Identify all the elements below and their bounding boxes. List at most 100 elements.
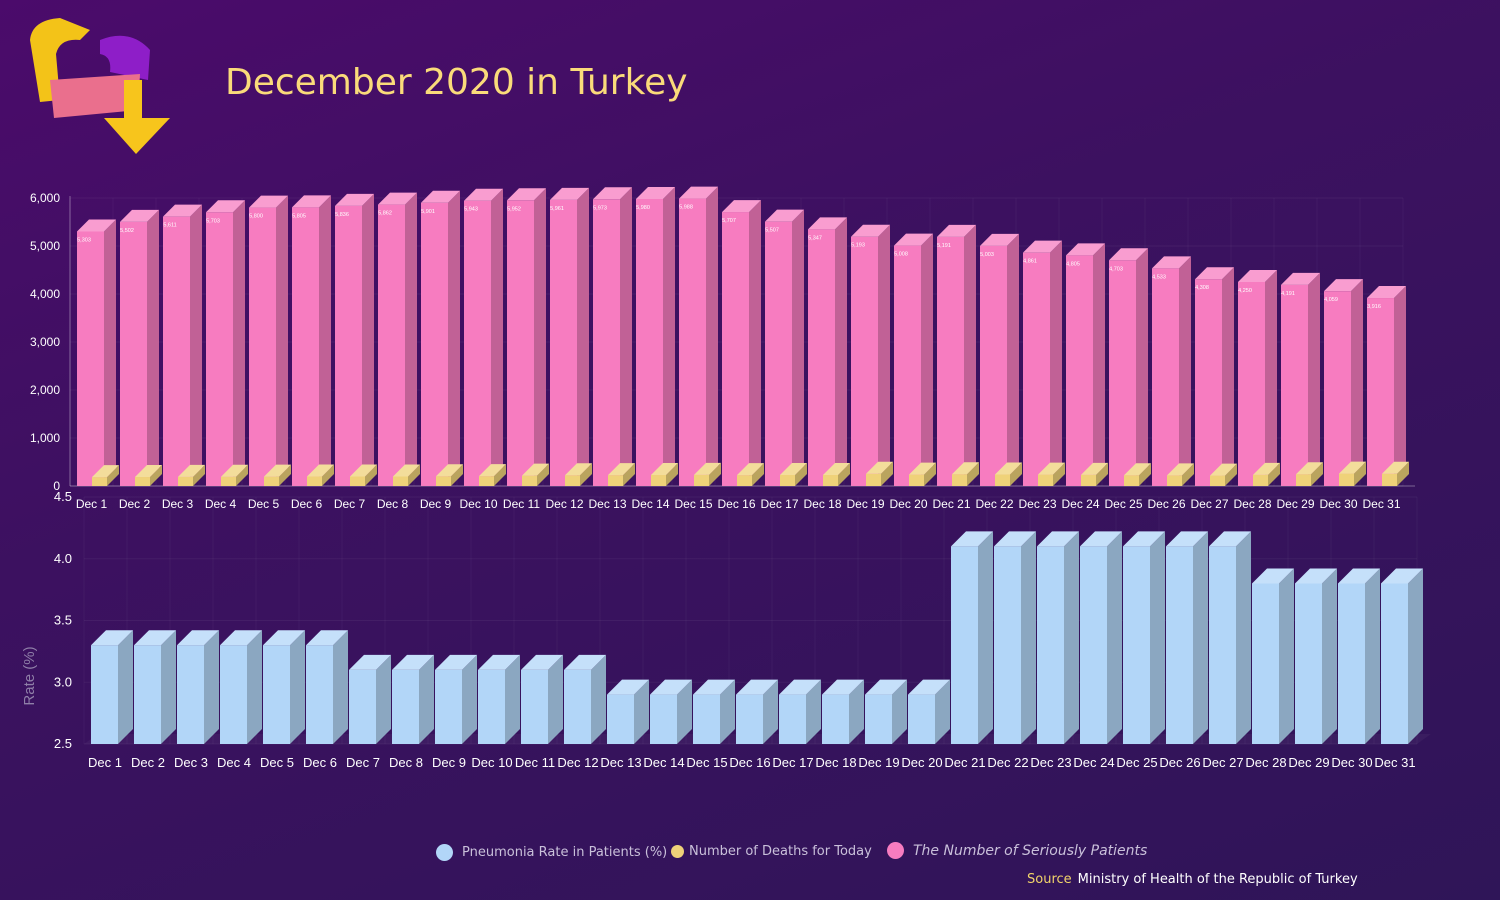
serious-data-label: 5,901 (421, 209, 435, 215)
deaths-bar-side (494, 464, 506, 486)
top-x-tick-label: Dec 9 (420, 497, 452, 511)
pneumonia-bar-side (333, 630, 348, 744)
deaths-bar (866, 461, 893, 486)
top-x-tick-label: Dec 15 (674, 497, 712, 511)
pneumonia-bar (736, 679, 778, 744)
pneumonia-bar-front (1037, 546, 1064, 744)
deaths-bar-top (565, 463, 592, 476)
pneumonia-bar-top (306, 630, 348, 646)
serious-bar-front (550, 199, 577, 486)
top-x-tick-label: Dec 18 (803, 497, 841, 511)
deaths-bar (780, 462, 807, 486)
deaths-bar-top (694, 462, 721, 475)
serious-bar-side (448, 190, 460, 486)
pneumonia-bar (220, 630, 262, 744)
deaths-bar (651, 463, 678, 486)
deaths-bar-side (236, 464, 248, 486)
pneumonia-bar-side (763, 679, 778, 744)
serious-bar-front (937, 236, 964, 486)
serious-bar-front (894, 245, 921, 486)
deaths-bar-front (780, 474, 795, 486)
pneumonia-bar-top (1123, 531, 1165, 547)
deaths-bar-front (995, 474, 1010, 486)
serious-bar-front (593, 199, 620, 486)
top-x-tick-label: Dec 21 (932, 497, 970, 511)
deaths-bar (264, 464, 291, 486)
legend-item-serious: The Number of Seriously Patients (887, 842, 1147, 859)
deaths-bar-top (436, 464, 463, 477)
pneumonia-bar-front (908, 694, 935, 744)
deaths-bar-top (1081, 462, 1108, 475)
serious-bar (937, 224, 976, 486)
deaths-bar (1038, 462, 1065, 486)
serious-bar-top (1324, 279, 1363, 292)
serious-bar-top (249, 195, 288, 208)
deaths-bar-front (1167, 475, 1182, 486)
deaths-bar-top (952, 462, 979, 475)
serious-data-label: 5,800 (249, 214, 263, 220)
deaths-bar-top (135, 465, 162, 478)
bottom-y-tick-label: 3.0 (54, 674, 72, 689)
serious-data-label: 5,805 (292, 213, 306, 219)
serious-bar-side (1093, 243, 1105, 486)
top-y-tick-label: 0 (53, 479, 60, 493)
top-x-tick-label: Dec 20 (889, 497, 927, 511)
deaths-bar-front (436, 476, 451, 486)
pneumonia-bar (263, 630, 305, 744)
serious-bar (1109, 248, 1148, 486)
bottom-x-tick-label: Dec 6 (303, 755, 337, 770)
deaths-bar-top (92, 465, 119, 478)
deaths-bar (436, 464, 463, 486)
top-chart: 0 1,000 2,000 3,000 4,000 5,000 6,000 5,303 Dec … (30, 186, 1415, 511)
pneumonia-bar-front (220, 645, 247, 744)
serious-bar-front (1324, 291, 1351, 486)
pneumonia-bar-front (134, 645, 161, 744)
pneumonia-bar (478, 654, 520, 744)
serious-bar-top (937, 224, 976, 237)
deaths-bar (995, 462, 1022, 486)
deaths-bar (1167, 463, 1194, 486)
pneumonia-bar-front (564, 669, 591, 744)
serious-data-label: 5,952 (507, 206, 521, 212)
source-label: Source (1027, 872, 1072, 887)
deaths-bar (1124, 463, 1151, 486)
pneumonia-bar-top (392, 654, 434, 670)
deaths-bar-front (307, 476, 322, 486)
serious-bar (679, 186, 718, 487)
deaths-bar-front (1253, 474, 1268, 486)
pneumonia-bar-top (607, 679, 649, 695)
bottom-x-tick-label: Dec 29 (1288, 755, 1329, 770)
serious-bar (1066, 243, 1105, 486)
serious-data-label: 5,507 (765, 228, 779, 234)
deaths-bar-top (1296, 462, 1323, 475)
serious-bar (120, 209, 159, 487)
serious-bar (1238, 270, 1277, 486)
deaths-bar-side (1182, 463, 1194, 486)
serious-bar (163, 204, 202, 486)
bottom-x-tick-label: Dec 12 (557, 755, 598, 770)
top-x-tick-label: Dec 11 (503, 497, 540, 511)
serious-bar-top (292, 195, 331, 208)
bottom-x-tick-label: Dec 7 (346, 755, 380, 770)
top-x-tick-label: Dec 17 (760, 497, 798, 511)
serious-bar-top (206, 200, 245, 213)
deaths-bar-top (1038, 462, 1065, 475)
serious-bar (1152, 256, 1191, 486)
pneumonia-bar (1209, 531, 1251, 744)
deaths-bar (307, 464, 334, 486)
deaths-bar (479, 464, 506, 486)
source-text: Ministry of Health of the Republic of Tu… (1077, 872, 1358, 887)
top-y-tick-label: 6,000 (30, 191, 60, 205)
deaths-bar-front (178, 476, 193, 486)
pneumonia-bar-top (435, 654, 477, 670)
pneumonia-bar-side (1408, 568, 1423, 744)
serious-data-label: 5,943 (464, 207, 478, 213)
deaths-bar-front (823, 475, 838, 486)
top-x-tick-label: Dec 7 (334, 497, 366, 511)
deaths-bar (608, 463, 635, 486)
serious-bar-front (1023, 252, 1050, 486)
serious-bar-top (550, 187, 589, 200)
deaths-bar (694, 462, 721, 486)
top-y-tick-label: 3,000 (30, 335, 60, 349)
